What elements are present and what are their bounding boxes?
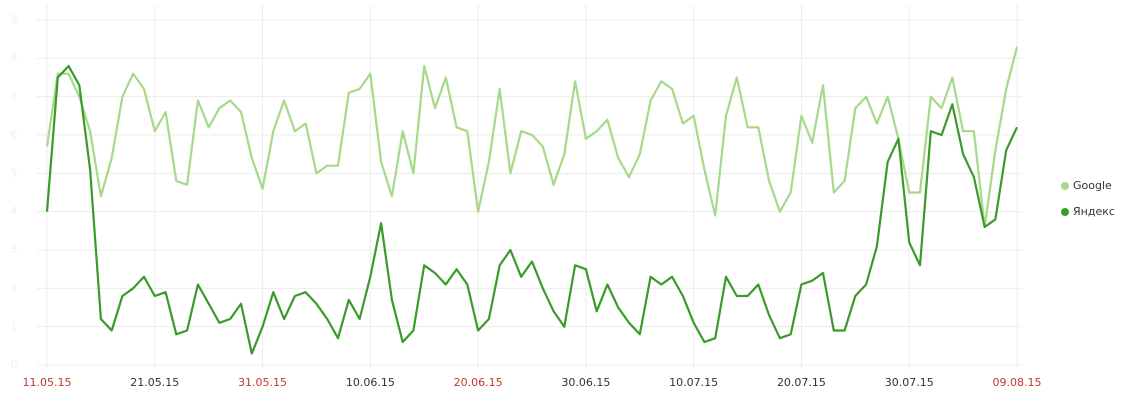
y-tick-label: 8	[11, 51, 18, 64]
legend-marker	[1061, 208, 1069, 216]
x-tick-label: 10.06.15	[346, 376, 395, 389]
y-tick-label: 2	[11, 281, 18, 294]
x-tick-label: 10.07.15	[669, 376, 718, 389]
series-line	[45, 46, 1019, 229]
y-tick-label: 5	[11, 166, 18, 179]
series-line	[45, 64, 1018, 355]
y-tick-label: 6	[11, 128, 18, 141]
x-tick-label: 20.07.15	[777, 376, 826, 389]
legend-label: Google	[1073, 179, 1112, 192]
y-tick-label: 0	[11, 358, 18, 371]
x-tick-label: 30.07.15	[885, 376, 934, 389]
x-tick-label: 09.08.15	[993, 376, 1042, 389]
legend-marker	[1061, 182, 1069, 190]
legend-label: Яндекс	[1073, 205, 1115, 218]
x-tick-label: 21.05.15	[130, 376, 179, 389]
y-tick-label: 9	[11, 13, 18, 26]
x-tick-label: 30.06.15	[561, 376, 610, 389]
y-tick-label: 4	[11, 205, 18, 218]
y-tick-label: 3	[11, 243, 18, 256]
x-tick-label: 31.05.15	[238, 376, 287, 389]
y-tick-label: 1	[11, 320, 18, 333]
y-tick-label: 7	[11, 90, 18, 103]
x-tick-label: 11.05.15	[23, 376, 72, 389]
x-tick-label: 20.06.15	[454, 376, 503, 389]
